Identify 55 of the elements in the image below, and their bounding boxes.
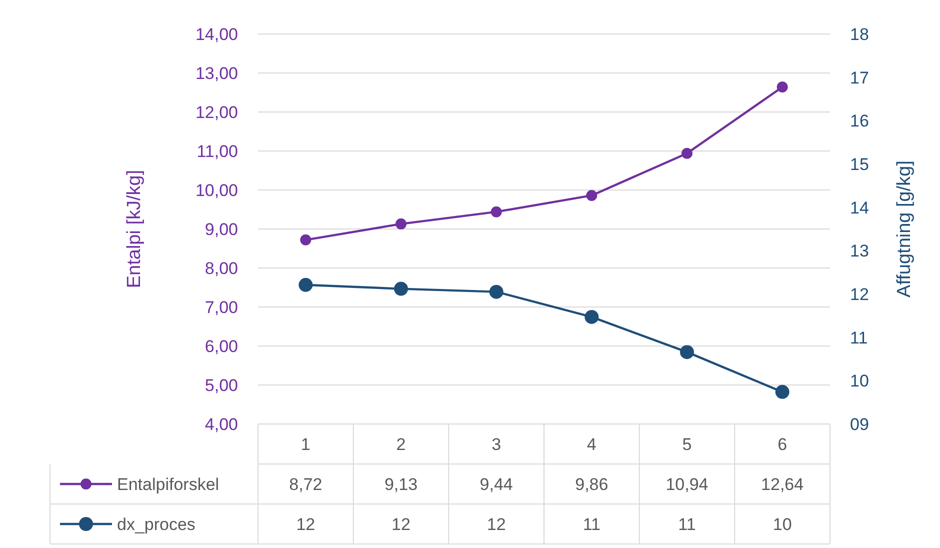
y2-axis-title: Affugtning [g/kg] [894, 160, 915, 298]
y-tick-label: 10,00 [195, 180, 238, 200]
x-tick-label: 2 [396, 434, 406, 454]
y2-tick-label: 17 [850, 68, 869, 88]
legend-label: dx_proces [117, 514, 196, 534]
point [680, 345, 694, 360]
data-label: 11 [678, 514, 696, 534]
y-tick-label: 8,00 [204, 258, 238, 278]
data-label: 11 [582, 514, 600, 534]
y-tick-label: 11,00 [196, 142, 238, 161]
y-tick-label: 12,00 [195, 102, 238, 122]
y-axis-title: Entalpi [kJ/kg] [124, 170, 145, 288]
data-label: 10 [772, 514, 792, 534]
y2-tick-label: 13 [850, 242, 869, 261]
y2-tick-label: 12 [850, 284, 869, 304]
x-tick-label: 6 [778, 434, 788, 454]
x-tick-label: 5 [682, 434, 692, 454]
data-label: 12 [392, 514, 410, 534]
y2-tick-label: 15 [850, 154, 869, 174]
data-label: 9,13 [384, 474, 418, 494]
y-tick-label: 7,00 [204, 298, 238, 317]
data-label: 12,64 [761, 474, 804, 494]
y2-tick-label: 11 [850, 328, 868, 348]
point [586, 190, 598, 201]
y-tick-label: 4,00 [204, 414, 238, 434]
data-label: 12 [296, 514, 316, 534]
point [775, 384, 790, 399]
data-label: 9,86 [575, 474, 608, 494]
data-label: 9,44 [480, 474, 513, 494]
x-tick-label: 1 [300, 434, 310, 454]
point [396, 218, 406, 230]
y2-tick-label: 09 [850, 414, 869, 434]
y2-tick-label: 18 [850, 24, 869, 44]
x-tick-label: 3 [492, 434, 502, 454]
point [584, 310, 599, 324]
data-label: 8,72 [289, 474, 322, 494]
y2-tick-label: 16 [850, 112, 869, 131]
point [298, 278, 313, 292]
y-tick-label: 5,00 [204, 376, 238, 395]
y2-tick-label: 14 [850, 198, 869, 218]
point [394, 282, 408, 296]
y-tick-label: 9,00 [204, 220, 238, 239]
x-tick-label: 4 [586, 434, 596, 454]
y2-tick-label: 10 [850, 372, 869, 391]
y-tick-label: 13,00 [195, 64, 238, 83]
point [300, 234, 312, 246]
point [490, 206, 502, 218]
point [682, 148, 692, 159]
y-tick-label: 6,00 [204, 336, 238, 356]
data-label: 10,94 [666, 474, 708, 494]
data-label: 12 [486, 514, 506, 534]
legend-label: Entalpiforskel [117, 474, 220, 494]
point [776, 82, 788, 93]
point [489, 284, 504, 299]
y-tick-label: 14,00 [195, 24, 238, 44]
